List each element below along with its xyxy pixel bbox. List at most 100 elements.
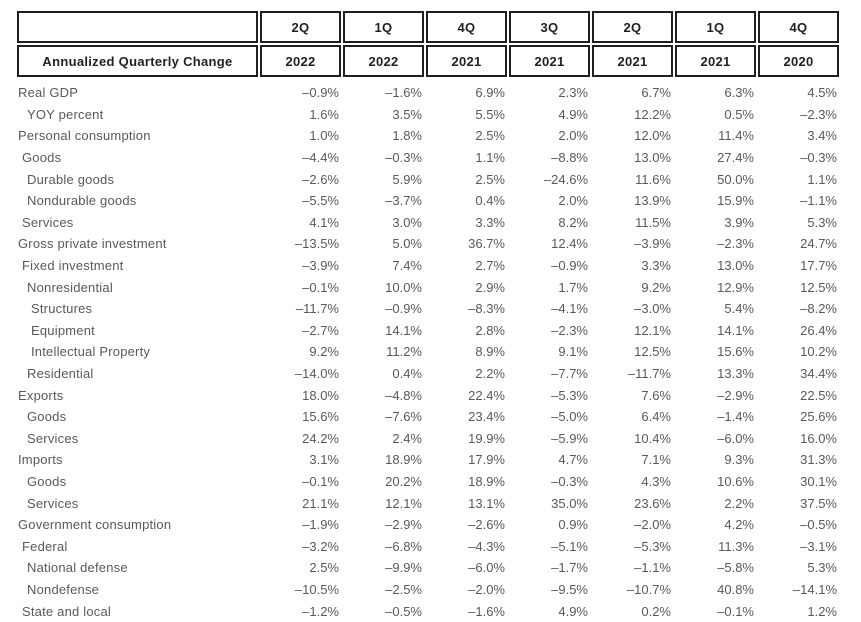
- row-value: 12.5%: [800, 279, 837, 295]
- table-row: Gross private investment –13.5% 5.0% 36.7% 1…: [16, 233, 840, 255]
- row-value: 27.4%: [717, 150, 754, 166]
- row-value: 18.0%: [302, 387, 339, 403]
- header-quarter-cell-4: 3Q: [508, 10, 591, 44]
- header-year-cell-4: 2021: [508, 44, 591, 78]
- table-row: Services 4.1% 3.0% 3.3% 8.2% 11.5% 3.9% 5.3%: [16, 212, 840, 234]
- row-value: 3.5%: [392, 106, 422, 122]
- row-label: Exports: [18, 387, 64, 403]
- row-value: –0.3%: [385, 150, 422, 166]
- row-value: –0.1%: [717, 603, 754, 619]
- row-value: –11.7%: [295, 301, 339, 317]
- table-row: Services 21.1% 12.1% 13.1% 35.0% 23.6% 2.2% 37.…: [16, 492, 840, 514]
- row-value: 2.5%: [475, 171, 505, 187]
- row-value: 22.4%: [468, 387, 505, 403]
- row-value: 18.9%: [468, 473, 505, 489]
- row-label: Intellectual Property: [31, 344, 151, 360]
- row-value: –10.7%: [626, 581, 671, 597]
- row-label: Personal consumption: [18, 128, 151, 144]
- row-value: –2.7%: [302, 322, 339, 338]
- row-value: –3.9%: [634, 236, 671, 252]
- row-value: 15.6%: [302, 409, 339, 425]
- header-quarter-label: 2Q: [260, 11, 341, 43]
- row-value: –1.1%: [634, 560, 671, 576]
- header-quarter-label: 1Q: [675, 11, 756, 43]
- row-value: –6.0%: [717, 430, 754, 446]
- row-value: 34.4%: [800, 366, 837, 382]
- row-label: Services: [22, 214, 74, 230]
- row-value: 18.9%: [385, 452, 422, 468]
- row-value: –5.3%: [634, 538, 671, 554]
- table-title: Annualized Quarterly Change: [17, 45, 258, 77]
- row-value: –0.1%: [302, 473, 339, 489]
- row-value: 12.1%: [634, 322, 671, 338]
- header-year-label: 2021: [426, 45, 507, 77]
- row-value: –1.1%: [800, 193, 837, 209]
- row-value: –5.0%: [551, 409, 588, 425]
- row-value: 50.0%: [717, 171, 754, 187]
- row-value: –0.3%: [551, 473, 588, 489]
- row-value: –2.3%: [717, 236, 754, 252]
- row-value: –0.9%: [551, 258, 588, 274]
- row-value: 10.6%: [717, 473, 754, 489]
- row-value: –0.9%: [302, 85, 339, 101]
- row-value: 0.4%: [392, 366, 422, 382]
- row-value: 16.0%: [800, 430, 837, 446]
- row-value: 4.3%: [641, 473, 671, 489]
- row-value: 4.2%: [724, 517, 754, 533]
- row-value: 11.2%: [386, 344, 422, 360]
- row-value: 8.9%: [475, 344, 505, 360]
- row-value: 0.2%: [641, 603, 671, 619]
- table-row: Goods –4.4% –0.3% 1.1% –8.8% 13.0% 27.4% –0.3%: [16, 147, 840, 169]
- row-value: –3.7%: [385, 193, 422, 209]
- row-label: Goods: [22, 150, 62, 166]
- row-value: –2.0%: [468, 581, 505, 597]
- row-value: –24.6%: [543, 171, 588, 187]
- row-value: –7.7%: [551, 366, 588, 382]
- row-value: –1.2%: [302, 603, 339, 619]
- table-row: Goods 15.6% –7.6% 23.4% –5.0% 6.4% –1.4% 25.6%: [16, 406, 840, 428]
- row-value: 2.7%: [475, 258, 505, 274]
- row-value: 2.2%: [475, 366, 505, 382]
- row-value: –7.6%: [385, 409, 422, 425]
- table-row: Nondurable goods –5.5% –3.7% 0.4% 2.0% 13.9% 1…: [16, 190, 840, 212]
- row-value: –6.0%: [468, 560, 505, 576]
- row-value: –5.9%: [551, 430, 588, 446]
- table-row: Services 24.2% 2.4% 19.9% –5.9% 10.4% –6.0% 16.…: [16, 428, 840, 450]
- row-value: 8.2%: [558, 214, 588, 230]
- row-value: 1.1%: [475, 150, 505, 166]
- header-year-cell-3: 2021: [425, 44, 508, 78]
- table-row: Intellectual Property 9.2% 11.2% 8.9% 9.1% 12…: [16, 341, 840, 363]
- row-value: 13.1%: [468, 495, 505, 511]
- row-value: 0.9%: [558, 517, 588, 533]
- row-value: 7.6%: [641, 387, 671, 403]
- table-row: Durable goods –2.6% 5.9% 2.5% –24.6% 11.6% 50.…: [16, 168, 840, 190]
- row-value: 19.9%: [468, 430, 505, 446]
- row-value: 5.3%: [807, 214, 837, 230]
- row-label: YOY percent: [27, 106, 104, 122]
- header-quarter-cell-7: 4Q: [757, 10, 840, 44]
- row-value: –2.6%: [468, 517, 505, 533]
- row-label: Goods: [27, 409, 67, 425]
- row-value: 23.4%: [468, 409, 505, 425]
- corner-cell: [16, 10, 259, 44]
- row-value: 6.3%: [724, 85, 754, 101]
- row-value: 13.0%: [634, 150, 671, 166]
- row-value: 9.2%: [309, 344, 339, 360]
- row-value: –2.5%: [385, 581, 422, 597]
- row-value: 5.9%: [392, 171, 422, 187]
- row-value: 7.4%: [392, 258, 422, 274]
- row-value: –1.6%: [385, 85, 422, 101]
- row-value: 25.6%: [800, 409, 837, 425]
- table-row: Federal –3.2% –6.8% –4.3% –5.1% –5.3% 11.3% –3.…: [16, 535, 840, 557]
- row-value: 6.9%: [475, 85, 505, 101]
- header-year-cell-6: 2021: [674, 44, 757, 78]
- row-value: 2.5%: [309, 560, 339, 576]
- row-value: 35.0%: [551, 495, 588, 511]
- header-quarter-cell-1: 2Q: [259, 10, 342, 44]
- row-value: 15.9%: [717, 193, 754, 209]
- row-value: 14.1%: [385, 322, 422, 338]
- row-value: 1.2%: [807, 603, 837, 619]
- row-value: 22.5%: [800, 387, 837, 403]
- header-title-cell: Annualized Quarterly Change: [16, 44, 259, 78]
